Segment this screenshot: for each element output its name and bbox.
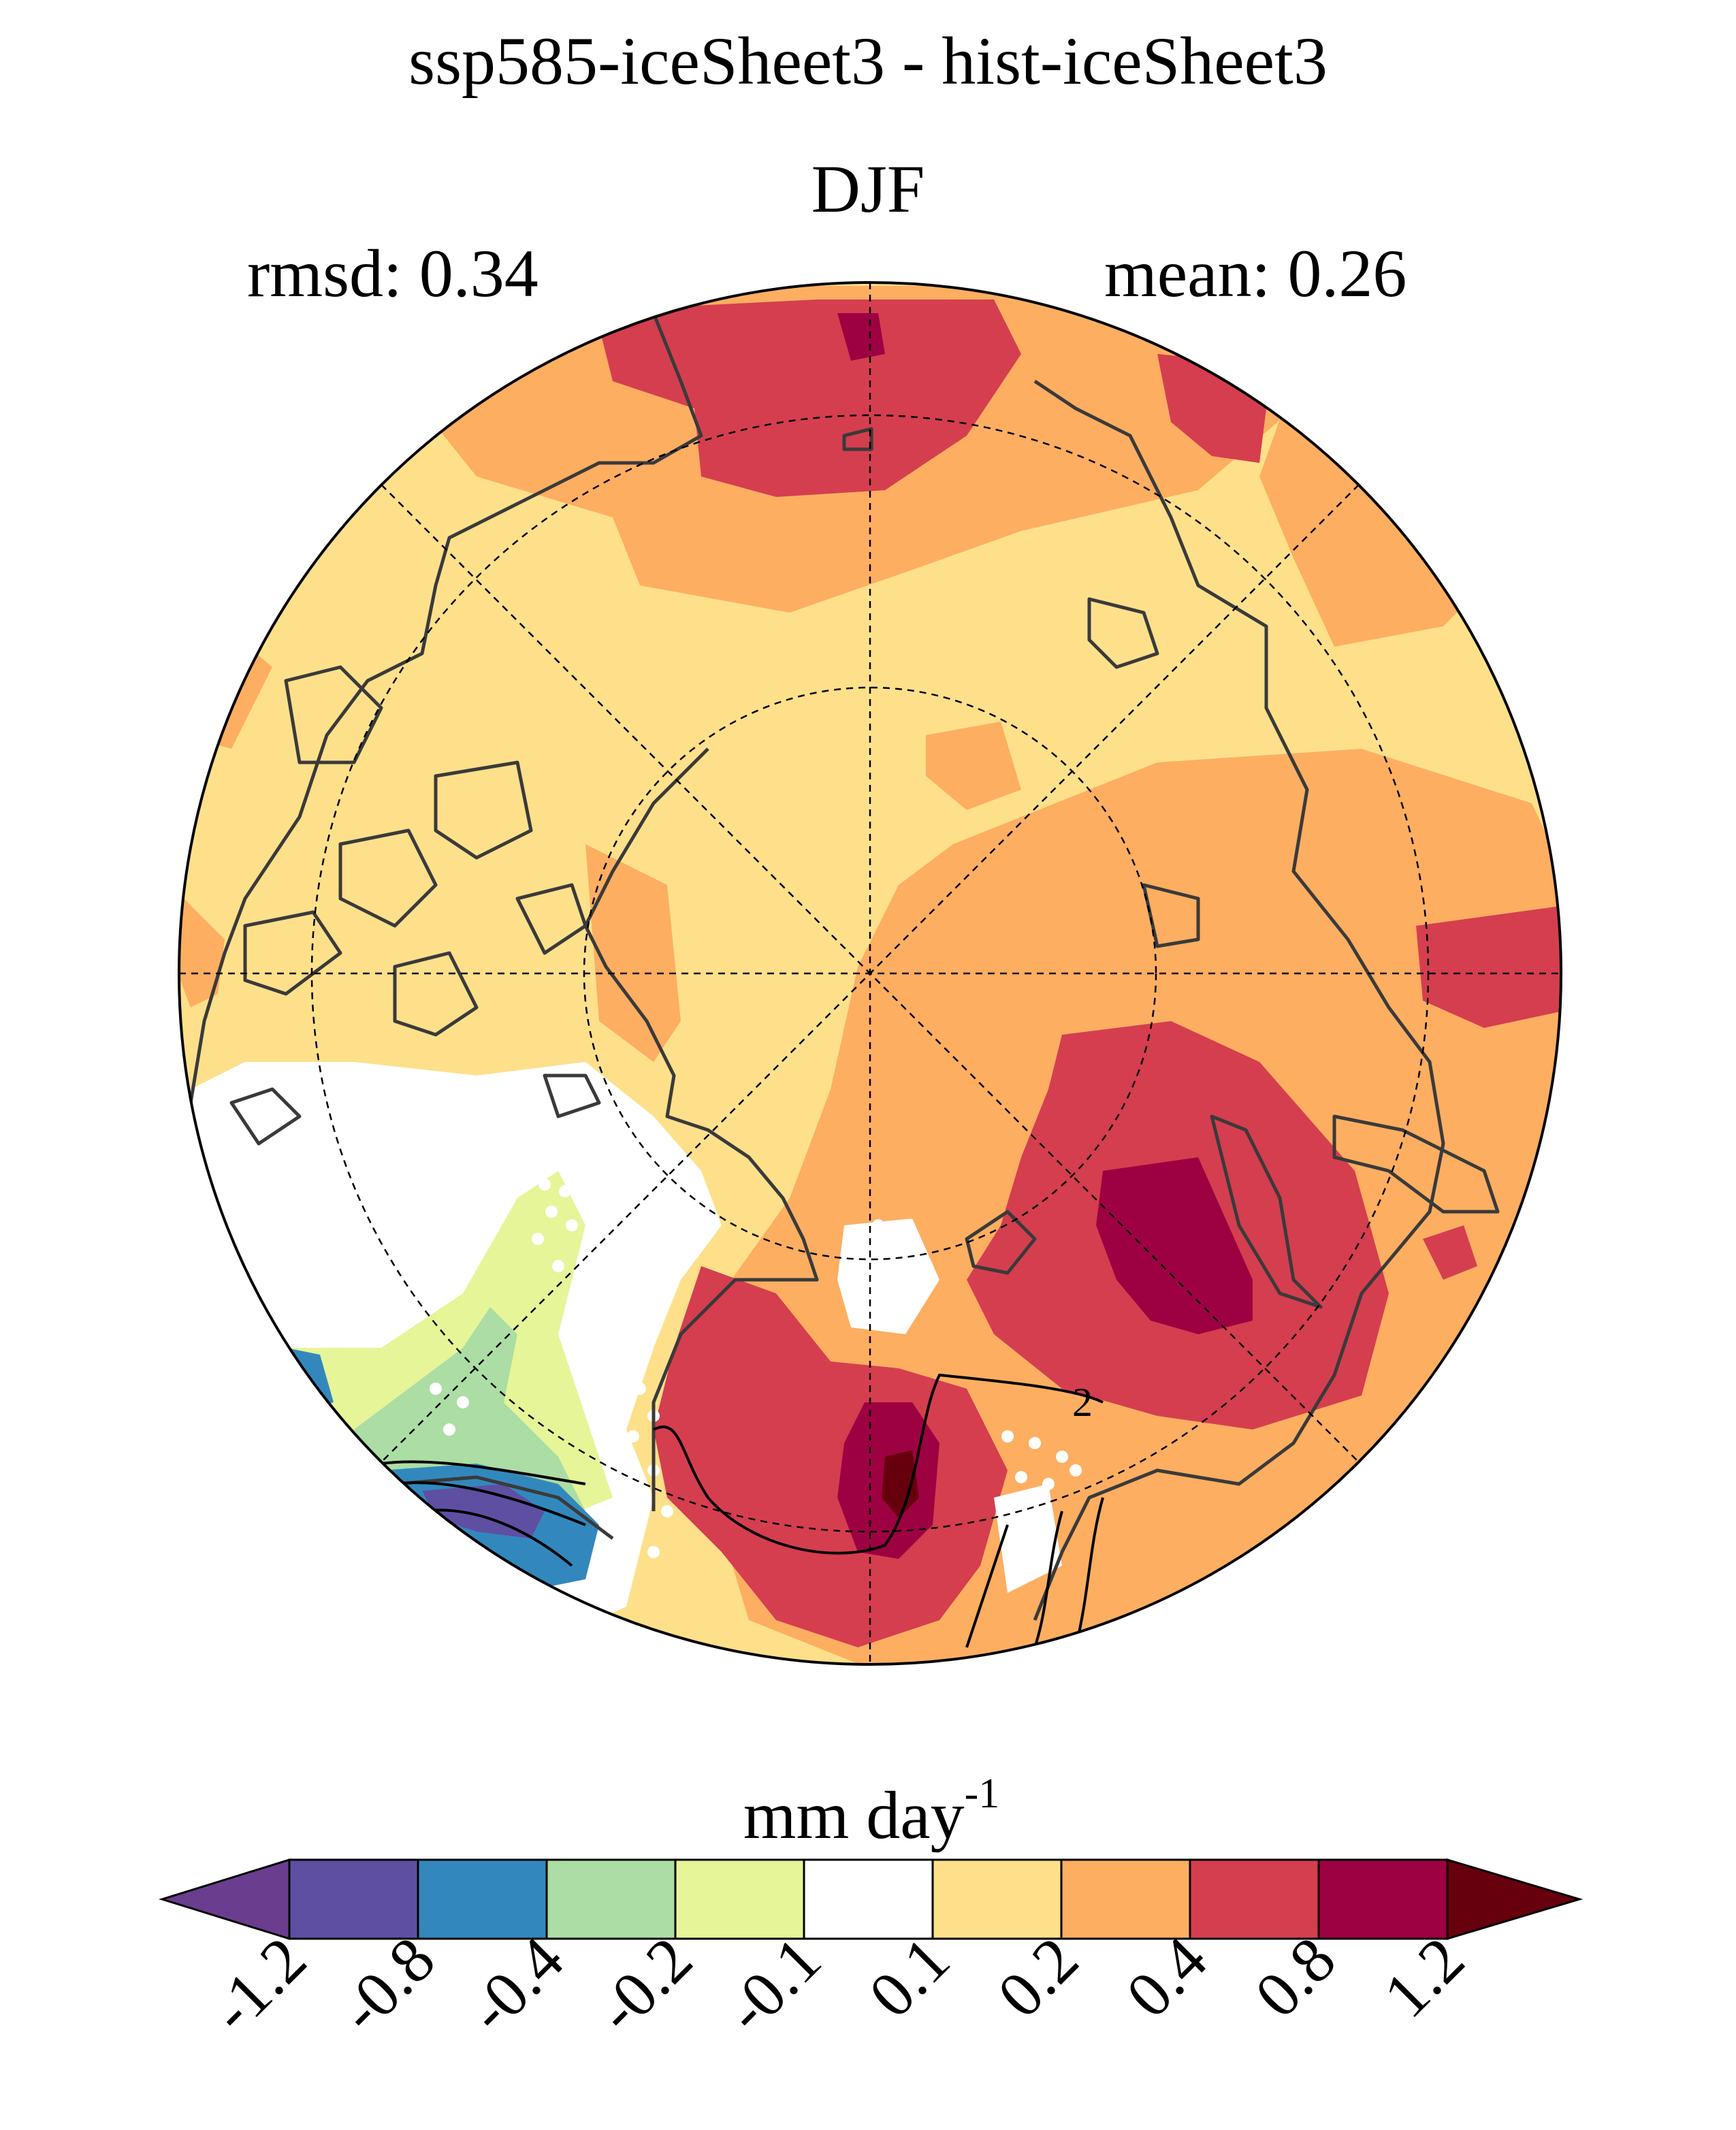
field-near-zero-3: [994, 1484, 1062, 1593]
coastlines: [189, 312, 1500, 1621]
field-neg-0.8-1.2: [422, 1484, 545, 1538]
field-0.4-0.8: [599, 300, 1561, 1647]
contour-label: 2: [1072, 1380, 1093, 1425]
colorbar-box-3: [545, 1858, 677, 1940]
field-near-zero-2: [837, 1219, 939, 1334]
tick-label: -1.2: [197, 1923, 320, 2046]
contour-lines: [381, 1373, 1104, 1648]
colorbar-boxes: [288, 1858, 1449, 1940]
colorbar-box-1: [288, 1858, 419, 1940]
mean-label: mean: 0.26: [1104, 236, 1407, 311]
map-boundary: [178, 281, 1562, 1666]
unit-base: mm day: [743, 1777, 965, 1853]
colorbar-box-8: [1189, 1858, 1320, 1940]
season-label: DJF: [811, 151, 925, 227]
colorbar-arrow-high: [1446, 1858, 1584, 1941]
tick-label: -0.2: [583, 1923, 706, 2046]
colorbar-box-6: [931, 1858, 1063, 1940]
rmsd-label: rmsd: 0.34: [247, 236, 539, 311]
colorbar-box-4: [674, 1858, 805, 1940]
graticule: [179, 283, 1561, 1664]
tick-label: -0.1: [711, 1923, 835, 2046]
colorbar-box-2: [417, 1858, 548, 1940]
field-gt-1.2: [882, 1450, 919, 1518]
unit-exponent: -1: [965, 1771, 1000, 1817]
polar-precipitation-map: 2: [178, 281, 1562, 1666]
colorbar-unit: mm day-1: [743, 1771, 1000, 1853]
colorbar-box-9: [1317, 1858, 1449, 1940]
tick-label: -0.8: [325, 1923, 449, 2046]
tick-label: -0.4: [454, 1923, 577, 2046]
significance-dots: [430, 1178, 1082, 1572]
plot-title: ssp585-iceSheet3 - hist-iceSheet3: [408, 23, 1328, 99]
colorbar-tick-labels: -1.2 -0.8 -0.4 -0.2 -0.1 0.1 0.2 0.4 0.8…: [197, 1923, 1478, 2046]
